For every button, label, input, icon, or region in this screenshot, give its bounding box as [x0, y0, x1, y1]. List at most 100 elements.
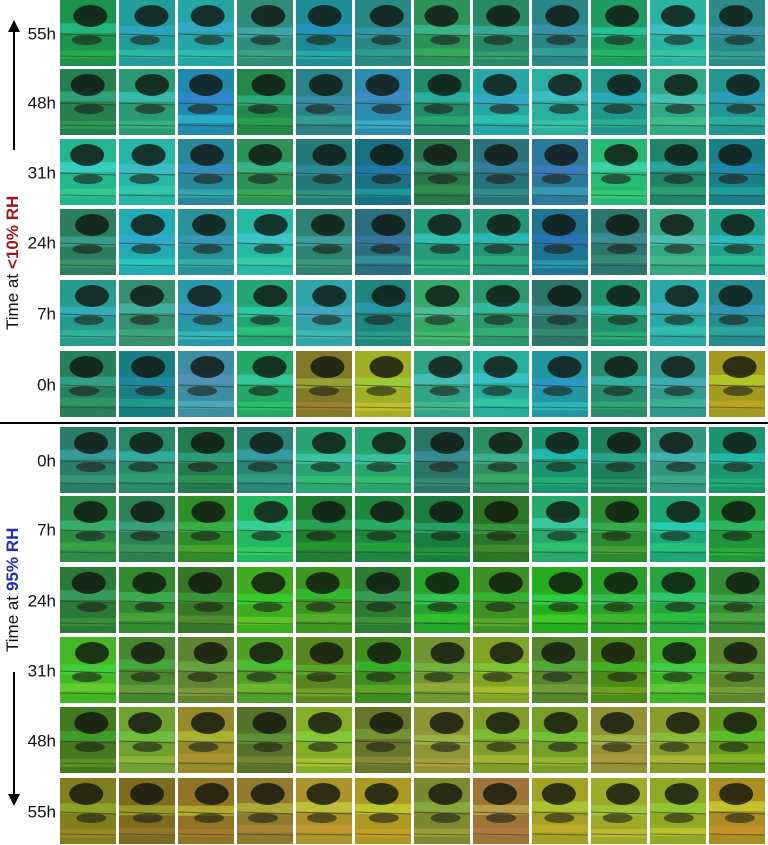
tile-spot — [482, 783, 517, 805]
tile-band — [355, 91, 411, 102]
tile-image — [590, 139, 648, 205]
tile-image — [236, 567, 294, 633]
tile-image — [531, 351, 589, 417]
tile-seam — [590, 460, 648, 464]
tile-seam — [295, 692, 353, 695]
tile-spot — [252, 742, 283, 752]
tile-seam — [531, 172, 589, 176]
tile-band — [591, 453, 647, 464]
tile-seam — [590, 242, 648, 246]
tile-seam — [472, 600, 530, 604]
tile-image — [649, 139, 707, 205]
tile-seam — [531, 740, 589, 744]
tile-spot — [541, 783, 576, 805]
tile-image — [354, 209, 412, 275]
tile-band — [532, 91, 588, 102]
tile-seam — [413, 55, 471, 58]
tile-seam — [295, 102, 353, 106]
tile-spot — [249, 642, 284, 664]
tile-seam — [708, 692, 766, 695]
tile-seam — [118, 740, 176, 744]
tile-band — [532, 47, 588, 56]
tile-spot — [128, 462, 159, 472]
tile-spot — [430, 35, 461, 45]
tile-band — [60, 188, 116, 197]
tile-band — [591, 27, 647, 38]
tile-seam — [295, 194, 353, 197]
tile-band — [532, 328, 588, 337]
tile-seam — [118, 811, 176, 815]
tile-spot — [607, 74, 642, 96]
tile-band — [591, 478, 647, 487]
tile-band — [178, 731, 234, 742]
tile-image — [708, 778, 766, 844]
tile-spot — [312, 244, 343, 254]
tile-band — [709, 235, 765, 246]
tile-spot — [662, 642, 697, 664]
tile-spot — [545, 5, 580, 27]
tile-spot — [543, 712, 578, 734]
tile-spot — [366, 462, 397, 472]
tile-spot — [430, 531, 461, 541]
tile-spot — [723, 712, 758, 734]
tile-seam — [295, 762, 353, 765]
tile-band — [473, 729, 529, 740]
tile-seam — [177, 264, 235, 267]
tile-spot — [135, 386, 166, 396]
tile-image — [649, 209, 707, 275]
tile-spot — [489, 642, 524, 664]
tile-seam — [649, 102, 707, 106]
tile-band — [355, 120, 411, 129]
tile-band — [119, 377, 175, 388]
tile-band — [532, 757, 588, 766]
tile-spot — [719, 783, 754, 805]
tile-spot — [309, 642, 344, 664]
axis-label-condition: <10% RH — [3, 196, 22, 269]
tile-seam — [531, 335, 589, 338]
tile-seam — [413, 833, 471, 836]
tile-seam — [354, 172, 412, 176]
tile-seam — [590, 833, 648, 836]
axis-label: Time at 95% RH — [3, 528, 22, 652]
tile-seam — [59, 124, 117, 127]
tile-band — [355, 235, 411, 246]
tile-band — [178, 592, 234, 603]
tile-seam — [354, 124, 412, 127]
tile-seam — [236, 33, 294, 37]
tile-spot — [70, 144, 105, 166]
tile-seam — [177, 622, 235, 625]
tile-seam — [531, 529, 589, 533]
tile-seam — [708, 740, 766, 744]
tile-image — [354, 0, 412, 66]
tile-band — [178, 828, 234, 837]
tile-image — [295, 707, 353, 773]
tile-band — [414, 48, 470, 57]
tile-band — [355, 542, 411, 551]
tile-spot — [486, 742, 517, 752]
tile-band — [355, 591, 411, 602]
tile-seam — [236, 600, 294, 604]
tile-seam — [413, 460, 471, 464]
tile-seam — [118, 406, 176, 409]
tile-image — [177, 209, 235, 275]
tile-seam — [413, 600, 471, 604]
tile-band — [650, 235, 706, 246]
tile-seam — [295, 313, 353, 317]
tile-band — [532, 235, 588, 246]
tile-image — [295, 427, 353, 493]
tile-band — [473, 373, 529, 384]
tile-image — [295, 280, 353, 346]
tile-band — [355, 661, 411, 672]
tile-band — [650, 377, 706, 388]
tile-seam — [413, 335, 471, 338]
tile-image — [59, 69, 117, 135]
tile-image — [354, 496, 412, 562]
tile-band — [650, 186, 706, 195]
tile-seam — [354, 384, 412, 388]
tile-band — [178, 374, 234, 385]
tile-image — [295, 351, 353, 417]
tile-seam — [177, 740, 235, 744]
tile-image — [354, 351, 412, 417]
tile-band — [237, 257, 293, 266]
tile-seam — [649, 762, 707, 765]
